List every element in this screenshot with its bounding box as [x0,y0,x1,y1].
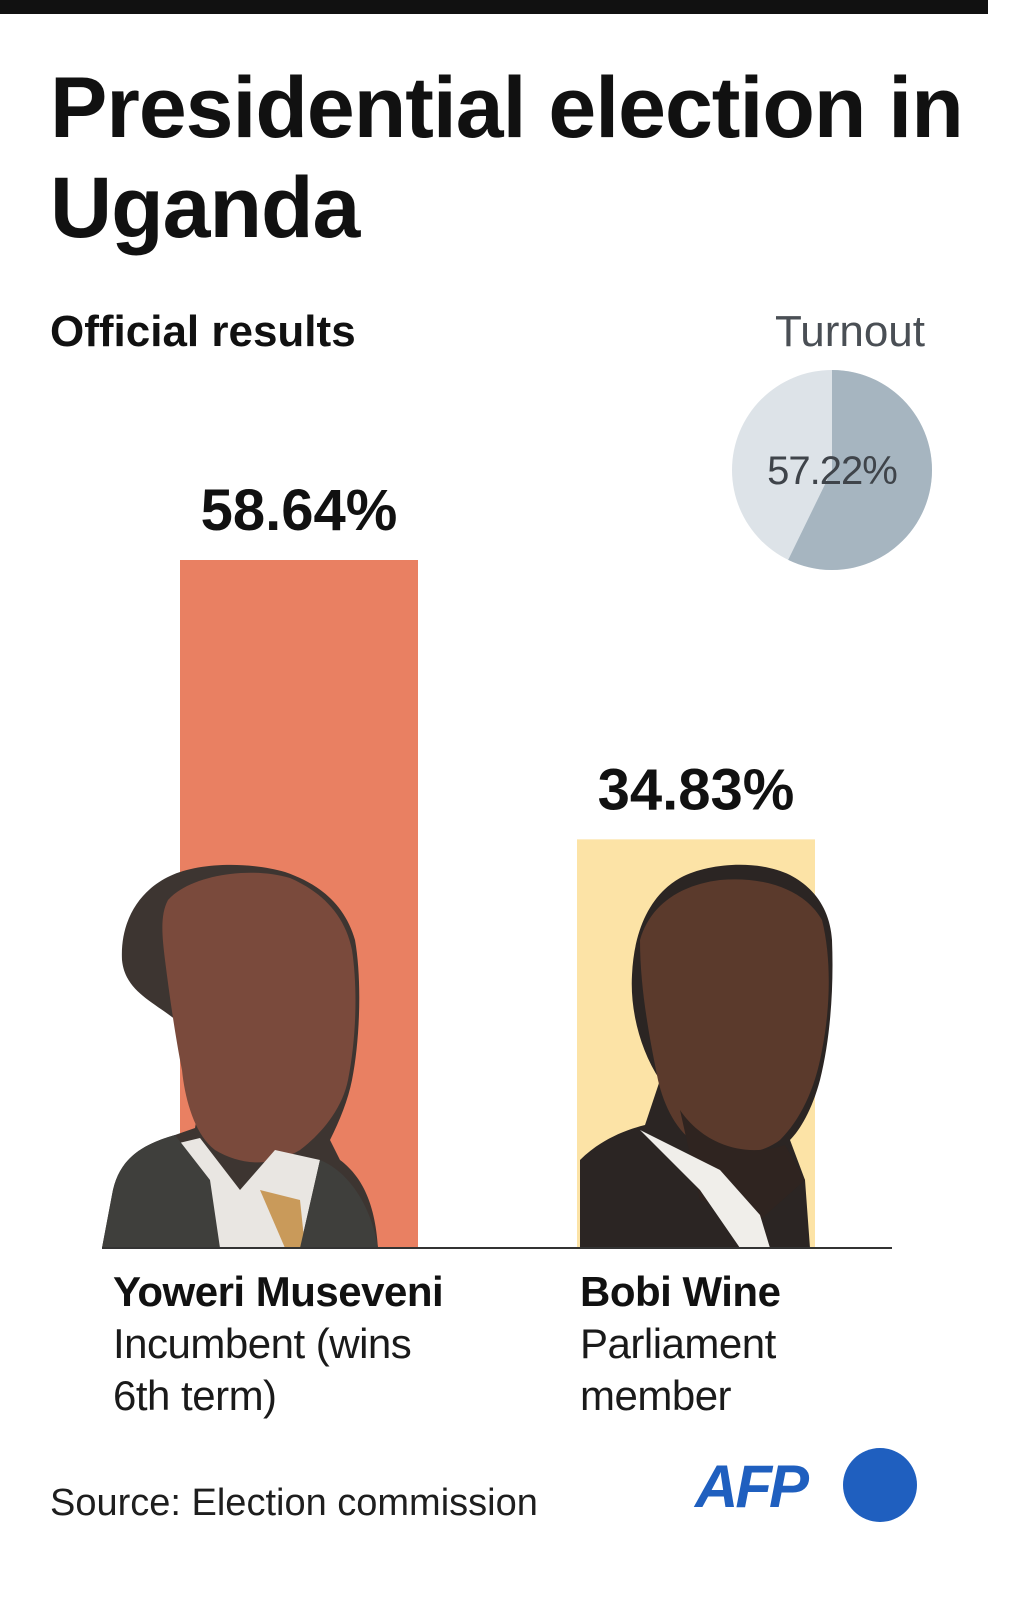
candidate-name: Bobi Wine [580,1268,781,1315]
bar-value-bobi-wine: 34.83% [598,757,795,822]
candidate-description: Incumbent (wins 6th term) [113,1320,412,1419]
afp-logo: AFP [695,1446,925,1526]
candidate-museveni: Yoweri Museveni Incumbent (wins 6th term… [113,1266,513,1422]
candidate-bobi-wine: Bobi Wine Parliament member [580,1266,980,1422]
portrait-museveni [102,864,378,1248]
afp-logo-dot [843,1448,917,1522]
turnout-pie [732,370,932,570]
turnout-pie-slice [788,370,932,570]
chart-title: Presidential election in Uganda [50,60,964,256]
candidate-name: Yoweri Museveni [113,1268,444,1315]
turnout-value: 57.22% [767,449,898,493]
bar-chart: 58.64% 34.83% [102,478,892,1249]
top-rule [0,0,988,14]
turnout-label: Turnout [774,307,925,356]
chart-subtitle: Official results [50,307,356,356]
afp-logo-text: AFP [695,1453,809,1520]
portrait-bobi-wine [580,864,833,1248]
source-note: Source: Election commission [50,1482,538,1524]
candidate-description: Parliament member [580,1320,776,1419]
bar-value-museveni: 58.64% [201,478,398,543]
